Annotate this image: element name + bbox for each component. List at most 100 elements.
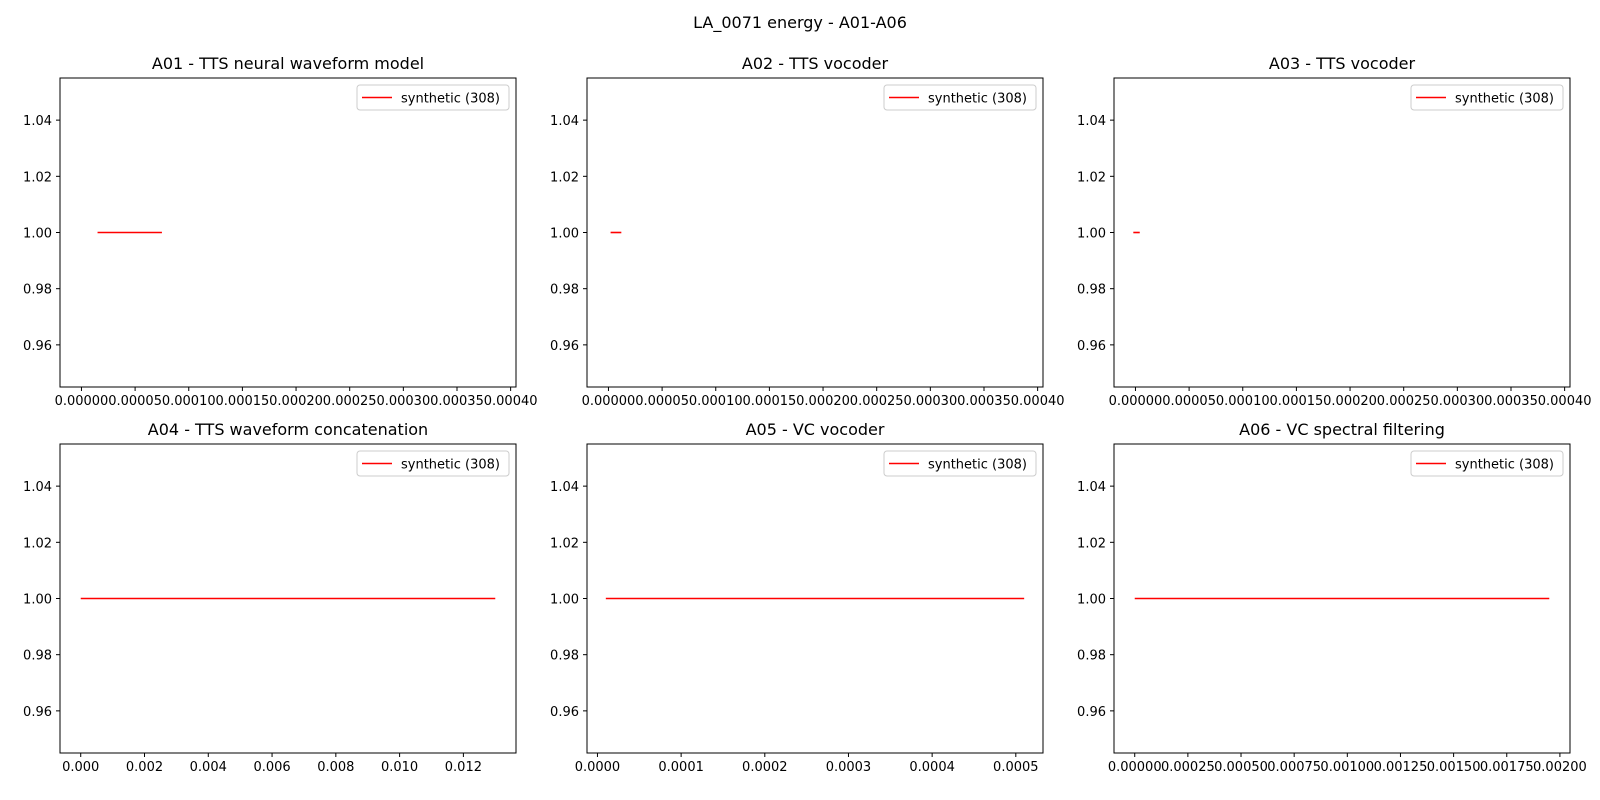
x-tick-label: 0.00040	[1011, 394, 1065, 409]
y-tick-label: 0.98	[550, 283, 579, 298]
subplot-title: A03 - TTS vocoder	[1269, 54, 1416, 73]
legend-label: synthetic (308)	[928, 92, 1027, 107]
axes-frame	[586, 77, 1044, 388]
x-tick-label: 0.00005	[1162, 394, 1216, 409]
legend: synthetic (308)	[1410, 450, 1564, 477]
x-tick-label: 0.00175	[1480, 760, 1534, 775]
x-tick-label: 0.00035	[1484, 394, 1538, 409]
x-tick-label: 0.00000	[55, 394, 109, 409]
y-tick-label: 0.98	[23, 283, 52, 298]
x-tick-label: 0.00040	[484, 394, 538, 409]
y-tick-label: 1.04	[23, 480, 52, 495]
x-tick-label: 0.00000	[1109, 394, 1163, 409]
x-tick-label: 0.0005	[993, 760, 1039, 775]
y-tick-label: 1.00	[23, 593, 52, 608]
y-tick-label: 1.02	[23, 170, 52, 185]
y-tick-label: 1.02	[1077, 170, 1106, 185]
subplot-title: A06 - VC spectral filtering	[1239, 420, 1445, 439]
legend: synthetic (308)	[356, 450, 510, 477]
x-tick-label: 0.00030	[1430, 394, 1484, 409]
subplot-title: A05 - VC vocoder	[746, 420, 885, 439]
x-tick-label: 0.00005	[635, 394, 689, 409]
y-tick-label: 1.00	[550, 593, 579, 608]
subplot-title: A04 - TTS waveform concatenation	[148, 420, 428, 439]
y-tick-label: 0.96	[1077, 705, 1106, 720]
x-tick-label: 0.0001	[658, 760, 704, 775]
x-tick-label: 0.00020	[269, 394, 323, 409]
subplot-5: A05 - VC vocoder 0.0000 0.0001 0.0002 0.0003…	[550, 420, 1044, 775]
x-tick-label: 0.00030	[903, 394, 957, 409]
x-tick-label: 0.00075	[1267, 760, 1321, 775]
legend-label: synthetic (308)	[928, 458, 1027, 473]
y-tick-label: 1.02	[1077, 536, 1106, 551]
legend-label: synthetic (308)	[401, 92, 500, 107]
x-tick-label: 0.00025	[850, 394, 904, 409]
y-tick-label: 1.02	[23, 536, 52, 551]
x-tick-label: 0.00015	[1270, 394, 1324, 409]
y-tick-label: 1.00	[1077, 227, 1106, 242]
y-tick-label: 0.98	[23, 649, 52, 664]
legend: synthetic (308)	[356, 84, 510, 111]
x-tick-label: 0.000	[62, 760, 99, 775]
subplot-title: A01 - TTS neural waveform model	[152, 54, 424, 73]
x-tick-label: 0.00025	[1161, 760, 1215, 775]
legend-box	[356, 450, 510, 477]
x-tick-label: 0.00150	[1427, 760, 1481, 775]
x-tick-label: 0.00050	[1214, 760, 1268, 775]
y-tick-label: 0.96	[23, 339, 52, 354]
figure-title: LA_0071 energy - A01-A06	[693, 13, 907, 32]
x-tick-label: 0.00005	[108, 394, 162, 409]
legend: synthetic (308)	[883, 450, 1037, 477]
x-tick-label: 0.00040	[1538, 394, 1592, 409]
legend-label: synthetic (308)	[1455, 92, 1554, 107]
subplot-4: A04 - TTS waveform concatenation 0.000 0.0…	[23, 420, 517, 775]
y-tick-label: 0.96	[550, 705, 579, 720]
x-tick-label: 0.00010	[162, 394, 216, 409]
y-tick-label: 1.00	[23, 227, 52, 242]
y-tick-label: 1.04	[1077, 114, 1106, 129]
subplot-title: A02 - TTS vocoder	[742, 54, 889, 73]
x-tick-label: 0.0000	[575, 760, 621, 775]
y-tick-label: 0.96	[23, 705, 52, 720]
legend-label: synthetic (308)	[401, 458, 500, 473]
x-tick-label: 0.00000	[582, 394, 636, 409]
legend: synthetic (308)	[1410, 84, 1564, 111]
x-tick-label: 0.012	[445, 760, 482, 775]
y-tick-label: 0.98	[1077, 283, 1106, 298]
legend-box	[1410, 84, 1564, 111]
x-tick-label: 0.006	[253, 760, 290, 775]
x-tick-label: 0.00015	[216, 394, 270, 409]
x-tick-label: 0.00100	[1320, 760, 1374, 775]
x-tick-label: 0.00010	[689, 394, 743, 409]
axes-frame	[1113, 77, 1571, 388]
legend-box	[883, 450, 1037, 477]
x-tick-label: 0.00030	[376, 394, 430, 409]
legend-box	[356, 84, 510, 111]
x-tick-label: 0.004	[190, 760, 227, 775]
x-tick-label: 0.00010	[1216, 394, 1270, 409]
y-tick-label: 1.04	[550, 114, 579, 129]
y-tick-label: 0.96	[1077, 339, 1106, 354]
x-tick-label: 0.00000	[1108, 760, 1162, 775]
x-tick-label: 0.002	[126, 760, 163, 775]
x-tick-label: 0.0004	[909, 760, 955, 775]
legend-box	[1410, 450, 1564, 477]
y-tick-label: 1.00	[1077, 593, 1106, 608]
y-tick-label: 1.02	[550, 170, 579, 185]
x-tick-label: 0.00125	[1374, 760, 1428, 775]
x-tick-label: 0.00020	[1323, 394, 1377, 409]
legend-label: synthetic (308)	[1455, 458, 1554, 473]
x-tick-label: 0.00035	[957, 394, 1011, 409]
x-tick-label: 0.00020	[796, 394, 850, 409]
subplot-2: A02 - TTS vocoder 0.00000 0.00005 0.00010 0.…	[550, 54, 1064, 409]
y-tick-label: 0.96	[550, 339, 579, 354]
y-tick-label: 0.98	[550, 649, 579, 664]
legend-box	[883, 84, 1037, 111]
y-tick-label: 1.04	[23, 114, 52, 129]
x-tick-label: 0.0003	[826, 760, 872, 775]
x-tick-label: 0.010	[381, 760, 418, 775]
x-tick-label: 0.00025	[1377, 394, 1431, 409]
